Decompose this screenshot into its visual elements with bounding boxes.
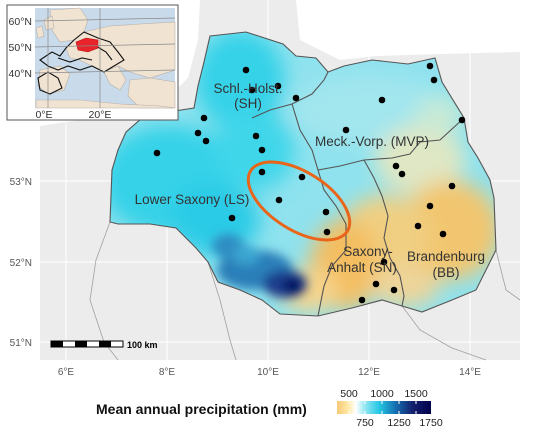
x-tick-label: 12°E: [358, 367, 380, 378]
region-label-mvp: Meck.-Vorp. (MVP): [315, 134, 429, 149]
scale-bar-label: 100 km: [127, 340, 158, 350]
region-labels: Schl.-Holst. (SH) Meck.-Vorp. (MVP) Lowe…: [135, 81, 485, 280]
neighbouring-borders: [89, 221, 521, 361]
y-tick-label: 52°N: [10, 258, 32, 269]
state-borders: [109, 31, 497, 317]
x-tick-label: 6°E: [58, 367, 75, 378]
region-label-ls: Lower Saxony (LS): [135, 192, 250, 207]
x-tick-label: 10°E: [257, 367, 279, 378]
inset-lat-tick: 50°N: [9, 42, 32, 54]
inset-lon-tick: 20°E: [89, 109, 112, 121]
region-label-sn-line2: Anhalt (SN): [327, 260, 397, 275]
region-label-sn-line1: Saxony-: [343, 244, 393, 259]
legend: Mean annual precipitation (mm) 500 1000 …: [96, 388, 443, 429]
highlight-ellipse: [246, 160, 352, 242]
inset-lat-tick: 60°N: [9, 16, 32, 28]
legend-tick-bottom: 1750: [419, 417, 443, 429]
x-tick-label: 14°E: [459, 367, 481, 378]
baltic-sea-area: [296, 0, 520, 60]
station-points: [153, 62, 466, 304]
legend-tick-top: 1000: [370, 388, 394, 400]
inset-map: 60°N 50°N 40°N 0°E 20°E: [6, 4, 179, 121]
legend-title: Mean annual precipitation (mm): [96, 401, 307, 417]
inset-lat-tick: 40°N: [9, 68, 32, 80]
x-tick-label: 8°E: [159, 367, 176, 378]
legend-color-bar: [337, 401, 431, 414]
region-label-bb-line1: Brandenburg: [407, 249, 485, 264]
legend-tick-top: 1500: [404, 388, 428, 400]
legend-tick-top: 500: [340, 388, 358, 400]
inset-lon-tick: 0°E: [35, 109, 52, 121]
region-label-sh-line1: Schl.-Holst.: [213, 81, 282, 96]
region-label-bb-line2: (BB): [433, 265, 460, 280]
y-tick-label: 53°N: [10, 177, 32, 188]
legend-tick-bottom: 1250: [387, 417, 411, 429]
scale-bar: 100 km: [50, 340, 158, 350]
legend-tick-bottom: 750: [356, 417, 374, 429]
y-tick-label: 51°N: [10, 338, 32, 349]
axis-ticks: 53°N 52°N 51°N 6°E 8°E 10°E 12°E 14°E: [10, 177, 482, 378]
region-label-sh-line2: (SH): [234, 96, 262, 111]
inset-study-area-highlight: [75, 37, 99, 53]
